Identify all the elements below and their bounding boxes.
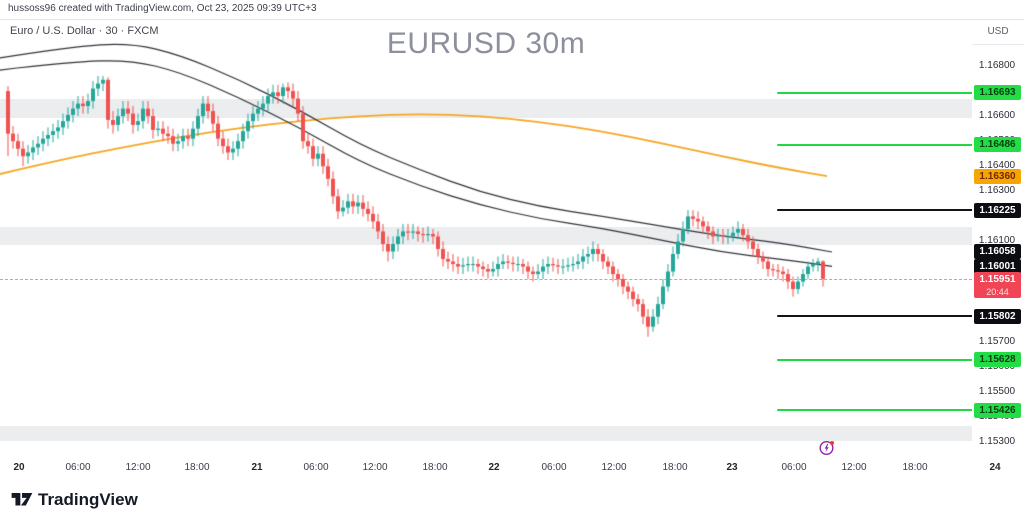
horizontal-ray-black[interactable] — [777, 315, 975, 318]
attribution-text: hussoss96 created with TradingView.com, … — [8, 3, 317, 14]
ma-price-badge: 1.16058 — [974, 244, 1021, 260]
time-tick-label: 18:00 — [184, 462, 210, 473]
time-tick-label: 22 — [488, 462, 500, 473]
level-price-badge: 1.15426 — [974, 402, 1021, 418]
tradingview-brand-text[interactable]: TradingView — [38, 490, 138, 509]
horizontal-ray-green[interactable] — [777, 143, 975, 146]
footer: TradingView — [0, 481, 1024, 522]
time-tick-label: 12:00 — [601, 462, 627, 473]
time-tick-label: 24 — [989, 462, 1001, 473]
price-tick-label: 1.16300 — [978, 185, 1016, 197]
level-price-badge: 1.16225 — [974, 202, 1021, 218]
ma-price-badge: 1.16360 — [974, 168, 1021, 184]
price-chart-canvas[interactable] — [0, 0, 972, 455]
tradingview-logo-icon[interactable] — [10, 487, 34, 511]
time-tick-label: 06:00 — [541, 462, 567, 473]
price-tick-label: 1.15300 — [978, 436, 1016, 447]
level-price-badge: 1.15802 — [974, 308, 1021, 324]
time-tick-label: 20 — [13, 462, 25, 473]
time-tick-label: 12:00 — [125, 462, 151, 473]
time-tick-label: 18:00 — [662, 462, 688, 473]
price-tick-label: 1.15500 — [978, 385, 1016, 397]
time-axis[interactable]: 20 06:00 12:00 18:00 21 06:00 12:00 18:00 22 06:0… — [0, 455, 1024, 481]
price-tick-label: 1.16400 — [978, 160, 1016, 172]
current-price-line — [0, 278, 972, 280]
time-tick-label: 12:00 — [362, 462, 388, 473]
level-price-badge: 1.16486 — [974, 137, 1021, 153]
horizontal-ray-black[interactable] — [777, 209, 975, 212]
price-tick-label: 1.16100 — [978, 235, 1016, 247]
currency-label[interactable]: USD — [972, 20, 1024, 45]
economic-event-icon[interactable] — [818, 439, 836, 457]
time-tick-label: 12:00 — [841, 462, 867, 473]
time-tick-label: 06:00 — [781, 462, 807, 473]
symbol-legend[interactable]: Euro / U.S. Dollar · 30 · FXCM — [10, 25, 159, 37]
horizontal-ray-green[interactable] — [777, 409, 975, 412]
level-price-badge: 1.15628 — [974, 352, 1021, 368]
level-price-badge: 1.16693 — [974, 85, 1021, 101]
candle-countdown: 20:44 — [986, 286, 1009, 297]
time-tick-label: 23 — [726, 462, 738, 473]
time-tick-label: 18:00 — [902, 462, 928, 473]
time-tick-label: 06:00 — [303, 462, 329, 473]
time-tick-label: 06:00 — [65, 462, 91, 473]
price-axis[interactable]: USD 1.168001.166001.165001.164001.163001… — [972, 20, 1024, 455]
horizontal-ray-green[interactable] — [777, 91, 975, 94]
drawings-layer — [0, 91, 975, 412]
price-tick-label: 1.16600 — [978, 110, 1016, 122]
price-tick-label: 1.16800 — [978, 60, 1016, 71]
current-price-badge: 1.15951 20:44 — [974, 271, 1021, 298]
ma-price-badge: 1.16001 — [974, 258, 1021, 274]
price-tick-label: 1.15700 — [978, 335, 1016, 347]
time-tick-label: 21 — [251, 462, 263, 473]
time-tick-label: 18:00 — [422, 462, 448, 473]
horizontal-ray-green[interactable] — [777, 358, 975, 361]
